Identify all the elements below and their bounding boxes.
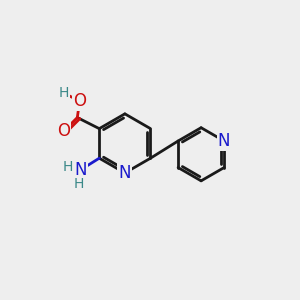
Text: H: H [73,177,84,190]
Text: N: N [218,132,230,150]
Text: O: O [57,122,70,140]
Text: N: N [74,161,87,179]
Text: N: N [118,164,131,182]
Text: O: O [73,92,86,110]
Text: H: H [59,86,69,100]
Text: H: H [63,160,73,174]
